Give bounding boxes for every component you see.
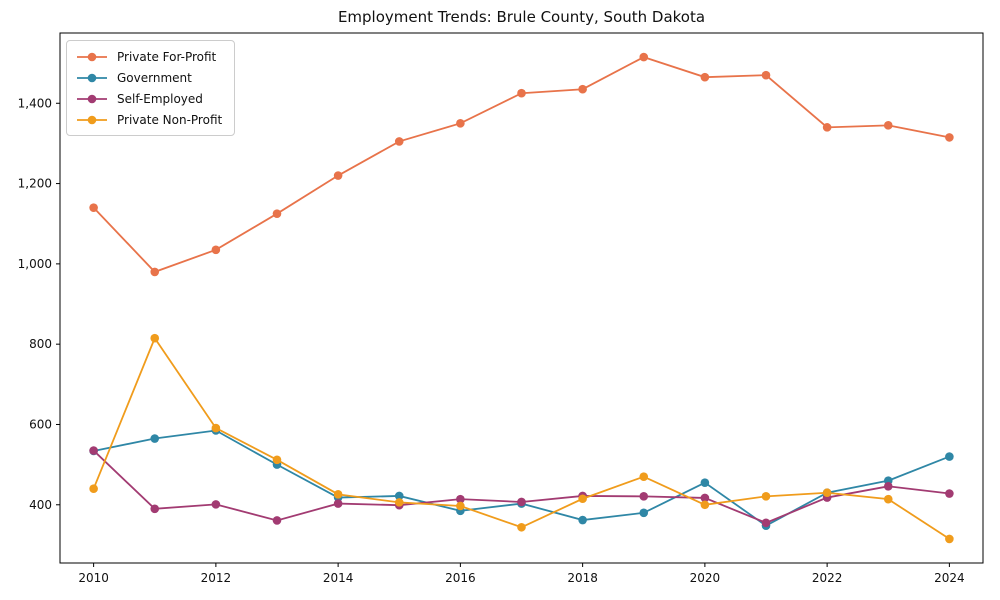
data-point (761, 518, 771, 528)
data-point (517, 497, 526, 507)
legend-label: Self-Employed (117, 91, 203, 106)
data-point (333, 490, 343, 499)
series-line (92, 336, 950, 540)
data-point (89, 446, 98, 455)
data-point (761, 70, 771, 80)
data-point (394, 491, 404, 501)
data-point (578, 84, 587, 94)
series-line (92, 449, 950, 524)
data-point (517, 88, 526, 98)
x-tick-label: 2014 (323, 571, 354, 585)
data-point (700, 493, 710, 503)
data-point (272, 455, 282, 465)
chart-title: Employment Trends: Brule County, South D… (337, 8, 706, 26)
legend-item: Self-Employed (77, 90, 222, 107)
data-point (578, 494, 587, 504)
legend-item: Government (77, 69, 222, 86)
legend-label: Private For-Profit (117, 49, 217, 64)
data-point (822, 123, 832, 132)
x-tick-label: 2022 (812, 571, 843, 585)
y-tick-label: 1,000 (18, 257, 52, 271)
data-point (517, 522, 526, 532)
x-tick-label: 2020 (690, 571, 721, 585)
data-point (394, 498, 404, 507)
chart-legend: Private For-Profit Government Self-Employe… (66, 40, 236, 136)
legend-marker-icon (77, 73, 107, 82)
series-line (93, 429, 950, 527)
data-point (456, 119, 465, 128)
data-point (272, 516, 282, 525)
data-point (700, 478, 710, 487)
data-point (700, 72, 710, 82)
legend-label: Government (117, 70, 192, 85)
legend-marker-icon (77, 115, 107, 124)
data-point (578, 515, 587, 525)
y-tick-label: 1,200 (18, 177, 52, 191)
legend-label: Private Non-Profit (117, 112, 223, 127)
data-point (945, 534, 954, 544)
data-point (822, 488, 832, 498)
x-tick-label: 2010 (78, 571, 109, 585)
x-tick-label: 2016 (445, 571, 476, 585)
data-point (333, 171, 343, 180)
x-tick-label: 2018 (567, 571, 598, 585)
legend-item: Private Non-Profit (77, 111, 222, 128)
data-point (89, 484, 98, 494)
y-tick-label: 800 (29, 337, 52, 351)
data-point (639, 472, 649, 481)
data-point (456, 501, 465, 511)
data-point (883, 494, 893, 504)
data-point (150, 504, 160, 514)
data-point (883, 482, 893, 491)
data-point (89, 203, 98, 212)
data-point (333, 499, 343, 508)
legend-marker-icon (77, 52, 107, 61)
data-point (945, 452, 954, 461)
data-point (639, 508, 649, 518)
data-point (883, 121, 893, 130)
data-point (761, 492, 771, 501)
data-point (211, 423, 221, 433)
data-point (456, 494, 465, 504)
legend-marker-icon (77, 94, 107, 103)
data-point (945, 489, 954, 498)
data-point (150, 434, 160, 443)
x-tick-label: 2012 (201, 571, 232, 585)
y-tick-label: 1,400 (18, 96, 52, 110)
data-point (639, 52, 649, 62)
data-point (700, 500, 710, 510)
data-point (945, 133, 954, 142)
y-tick-label: 400 (29, 498, 52, 512)
data-point (150, 333, 160, 343)
data-point (394, 137, 404, 146)
x-tick-label: 2024 (934, 571, 965, 585)
data-point (150, 267, 160, 277)
data-point (272, 209, 282, 218)
data-point (639, 492, 649, 501)
data-point (211, 245, 221, 255)
legend-item: Private For-Profit (77, 48, 222, 65)
y-tick-label: 600 (29, 417, 52, 431)
axes-frame (59, 32, 984, 564)
data-point (211, 500, 221, 509)
